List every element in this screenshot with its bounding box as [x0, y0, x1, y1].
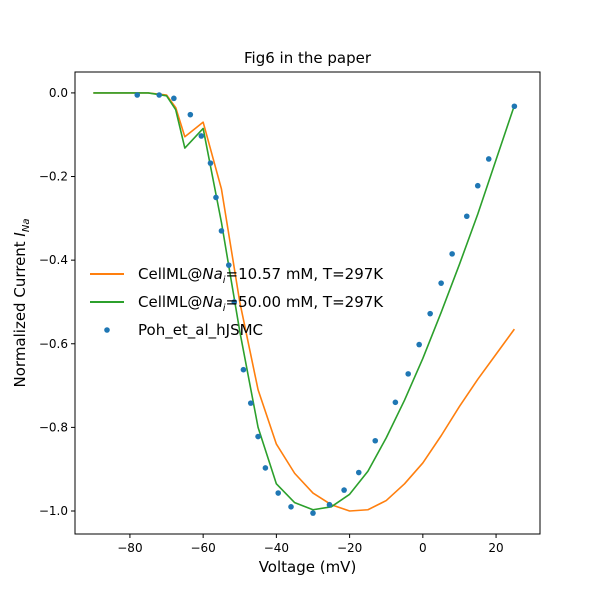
data-point [240, 366, 247, 373]
y-tick-label: −0.6 [39, 337, 68, 351]
data-point [171, 95, 177, 102]
data-point [207, 160, 214, 166]
data-point [288, 504, 294, 510]
x-tick-label: −60 [190, 541, 215, 555]
data-point [449, 251, 455, 257]
x-axis-label: Voltage (mV) [259, 558, 357, 576]
data-point [198, 133, 205, 139]
x-tick-label: −80 [117, 541, 142, 555]
data-point [511, 103, 518, 110]
data-point [438, 280, 444, 286]
data-point [156, 92, 163, 98]
data-point [372, 437, 379, 444]
y-tick-label: −1.0 [39, 504, 68, 518]
series-line-2 [93, 92, 516, 511]
y-tick-label: 0.0 [49, 86, 68, 100]
legend-text-italic: Na [202, 293, 222, 311]
x-tick-label: −20 [337, 541, 362, 555]
data-point [225, 262, 232, 268]
data-point [262, 465, 269, 471]
plot-frame [74, 71, 541, 535]
data-point [355, 469, 362, 476]
data-point [255, 433, 261, 440]
axes: −80 −60 −40 −20 0 20 0.0 −0.2 −0.4 −0.6 −0.8 −1.0 [39, 71, 541, 555]
x-tick-label: 0 [419, 541, 427, 555]
data-point [341, 487, 347, 493]
legend-text-prefix: CellML@ [138, 293, 202, 311]
y-tick-label: −0.8 [39, 420, 68, 434]
legend-text-suffix: =50.00 mM, T=297K [226, 293, 385, 311]
data-point [275, 490, 282, 496]
data-point [310, 510, 316, 516]
legend-text-subscript: i [223, 303, 226, 314]
plot-area [93, 92, 518, 516]
data-point [326, 501, 333, 508]
data-point [463, 213, 470, 220]
data-point [247, 400, 254, 406]
data-point [405, 371, 411, 377]
legend-text-prefix: CellML@ [138, 265, 202, 283]
y-tick-label: −0.4 [39, 253, 68, 267]
y-axis-label: Normalized Current INa [11, 219, 32, 388]
data-point [187, 111, 194, 118]
data-point [213, 194, 219, 201]
data-point [416, 341, 422, 348]
y-axis-label-italic: I [11, 232, 29, 237]
data-point [218, 228, 225, 234]
legend-marker-3 [104, 327, 110, 333]
data-point [474, 182, 481, 189]
x-tick-label: −40 [264, 541, 289, 555]
data-point [134, 92, 141, 98]
data-point [231, 299, 238, 305]
legend-label-1: CellML@Nai=10.57 mM, T=297K [138, 265, 384, 286]
y-axis-label-main: Normalized Current [11, 237, 29, 388]
legend-text-subscript: i [223, 275, 226, 286]
legend: CellML@Nai=10.57 mM, T=297KCellML@Nai=50… [90, 265, 384, 340]
x-tick-label: 20 [488, 541, 503, 555]
series-line-1 [93, 92, 516, 512]
y-tick-label: −0.2 [39, 170, 68, 184]
chart-title: Fig6 in the paper [244, 49, 372, 67]
data-point [427, 310, 433, 317]
y-axis-label-subscript: Na [21, 219, 32, 233]
legend-label-3: Poh_et_al_hJSMC [138, 321, 263, 340]
legend-text-suffix: =10.57 mM, T=297K [226, 265, 385, 283]
data-point [392, 399, 399, 406]
data-point [485, 156, 492, 162]
legend-text-italic: Na [202, 265, 222, 283]
legend-label-2: CellML@Nai=50.00 mM, T=297K [138, 293, 384, 314]
